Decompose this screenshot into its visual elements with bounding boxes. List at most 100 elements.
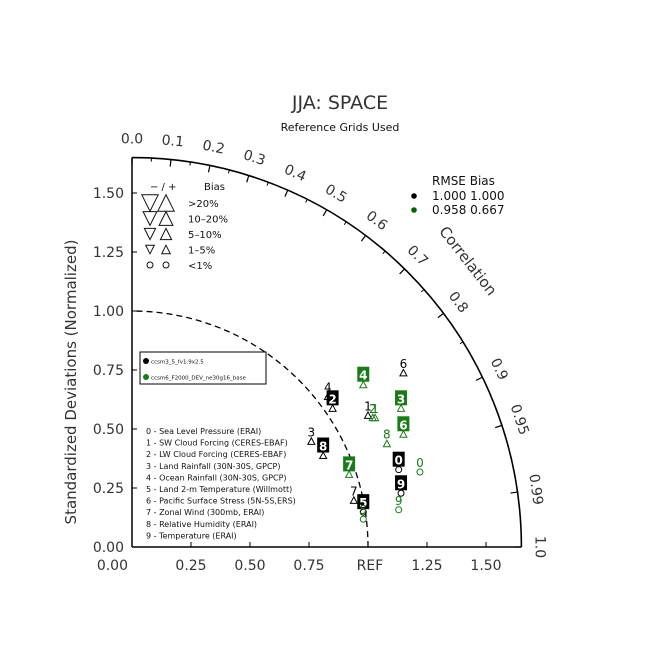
legend-up-triangle-icon	[160, 244, 172, 255]
point-label-box	[343, 456, 356, 472]
point-label: 6	[400, 357, 408, 371]
point-label: 1	[371, 402, 379, 416]
corr-tick-label: 0.0	[121, 131, 143, 147]
bias-legend-signs: − / +	[150, 182, 176, 193]
y-tick-label: 0.75	[93, 363, 124, 379]
rmse-legend-values: 1.000 1.000	[432, 189, 505, 203]
legend-up-triangle-icon	[158, 210, 174, 226]
variable-legend-item: 5 - Land 2-m Temperature (Willmott)	[146, 485, 292, 494]
bias-up-triangle-marker	[399, 368, 408, 377]
corr-tick-label: 0.1	[161, 132, 185, 150]
chart-marks: 0.00 0.25 0.50 0.75 1.25 1.500.000.250.500.75…	[93, 131, 548, 574]
ref-label: REF	[357, 558, 384, 574]
legend-up-triangle-icon	[156, 193, 176, 212]
variable-legend-item: 8 - Relative Humidity (ERAI)	[146, 520, 257, 529]
corr-tick	[207, 165, 211, 173]
point-label: 9	[395, 494, 403, 508]
point-label-box	[395, 475, 408, 491]
x-tick-label: 1.50	[470, 558, 501, 574]
bias-up-triangle-marker	[399, 429, 408, 438]
bias-up-triangle-marker	[328, 403, 337, 412]
y-tick-label: 1.25	[93, 245, 124, 261]
bias-legend-label: 5–10%	[188, 230, 222, 241]
variable-legend-item: 9 - Temperature (ERAI)	[146, 531, 237, 540]
variable-legend-item: 1 - SW Cloud Forcing (CERES-EBAF)	[146, 439, 288, 448]
bias-circle-marker	[359, 515, 367, 523]
legend-down-triangle-icon	[144, 244, 156, 255]
variable-legend-item: 2 - LW Cloud Forcing (CERES-EBAF)	[146, 450, 286, 459]
bias-up-triangle-marker	[323, 391, 333, 401]
case-legend-box	[139, 351, 267, 385]
corr-tick	[360, 235, 367, 242]
corr-tick-label: 0.8	[445, 289, 471, 316]
point-label: 8	[319, 440, 327, 454]
corr-tick-label: 0.99	[525, 473, 545, 506]
bias-circle-marker	[395, 506, 403, 514]
case-legend-label: ccsm6_F2000_DEV_ne30g16_base	[151, 376, 246, 382]
bias-up-triangle-marker	[396, 403, 406, 412]
point-label-box	[397, 416, 410, 432]
bias-legend-label: <1%	[188, 261, 212, 272]
x-tick-label: 0.00	[97, 558, 128, 574]
variable-legend-item: 7 - Zonal Wind (300mb, ERAI)	[146, 508, 264, 517]
bias-circle-marker	[416, 468, 424, 476]
point-label-box	[357, 494, 370, 510]
point-label: 7	[345, 458, 353, 472]
corr-minor-tick	[343, 221, 347, 226]
corr-tick	[399, 268, 406, 275]
corr-minor-tick	[382, 250, 386, 255]
y-tick-label: 0.50	[93, 422, 124, 438]
point-label: 8	[383, 428, 391, 442]
bias-up-triangle-marker	[318, 450, 328, 460]
variable-legend-item: 0 - Sea Level Pressure (ERAI)	[146, 427, 261, 436]
correlation-axis-label: Correlation	[435, 223, 500, 299]
corr-minor-tick	[305, 199, 308, 203]
legend-up-triangle-icon	[159, 227, 173, 241]
rmse-legend-values: 0.958 0.667	[432, 203, 505, 217]
corr-minor-tick	[266, 182, 269, 186]
corr-tick-label: 0.6	[363, 208, 390, 234]
point-label: 0	[395, 454, 403, 468]
bias-legend-label: >20%	[188, 199, 219, 210]
point-label: 1	[364, 399, 372, 413]
x-tick-label: 1.25	[411, 558, 442, 574]
y-tick-label: 0.25	[93, 481, 124, 497]
variable-legend-item: 3 - Land Rainfall (30N-30S, GPCP)	[146, 462, 280, 471]
bias-up-triangle-marker	[368, 413, 378, 422]
y-axis-label: Standardized Deviations (Normalized)	[62, 240, 80, 525]
y-tick-label: 0.00	[93, 540, 124, 556]
chart-title: JJA: SPACE	[291, 92, 388, 114]
corr-tick-label: 0.95	[507, 402, 532, 437]
outer-arc	[131, 156, 523, 548]
corr-tick-label: 0.4	[282, 162, 309, 186]
point-label: 5	[359, 496, 367, 510]
variable-legend-item: 6 - Pacific Surface Stress (5N-5S,ERS)	[146, 497, 296, 506]
x-tick-label: 0.25	[175, 558, 206, 574]
point-label: 4	[359, 369, 367, 383]
corr-minor-tick	[189, 161, 191, 166]
point-label: 4	[324, 381, 332, 395]
point-label: 5	[359, 503, 367, 517]
corr-tick-label: 0.2	[201, 138, 226, 158]
bias-legend-header: Bias	[204, 182, 225, 193]
case-legend-label: ccsm3_5_fv1.9x2.5	[151, 360, 204, 366]
corr-tick-label: 0.9	[487, 356, 511, 383]
corr-tick	[475, 376, 483, 381]
bias-up-triangle-marker	[344, 469, 354, 478]
point-label-box	[395, 390, 408, 406]
point-label: 3	[397, 392, 405, 406]
bias-legend-label: 10–20%	[188, 215, 228, 226]
rmse-legend-header: RMSE Bias	[432, 174, 495, 188]
corr-tick	[284, 189, 289, 197]
point-label: 7	[350, 484, 358, 498]
corr-minor-tick	[459, 341, 464, 345]
legend-down-triangle-icon	[142, 211, 158, 227]
point-label-box	[317, 437, 330, 453]
point-label: 3	[308, 425, 316, 439]
chart-subtitle: Reference Grids Used	[281, 121, 400, 134]
point-label-box	[357, 366, 370, 382]
legend-circle-icon	[162, 261, 170, 269]
point-label-box	[326, 390, 339, 406]
legend-circle-icon	[146, 261, 154, 269]
